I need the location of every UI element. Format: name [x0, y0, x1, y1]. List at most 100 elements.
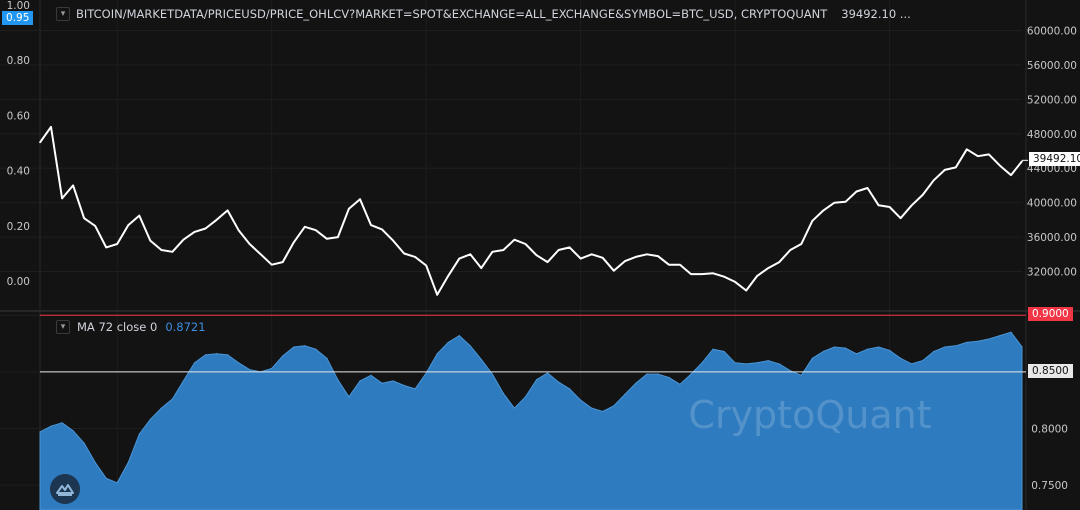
chevron-down-icon[interactable]: ▾: [56, 320, 70, 334]
price-data-point: [403, 252, 405, 255]
price-data-point: [50, 126, 52, 128]
price-data-point: [988, 153, 990, 156]
ma-data-point: [348, 396, 350, 398]
ma-data-point: [249, 369, 251, 371]
price-data-point: [745, 289, 747, 292]
ma-data-point: [767, 359, 769, 362]
ma-data-point: [392, 380, 394, 382]
ma-data-point: [668, 376, 670, 379]
price-data-point: [292, 241, 295, 244]
ma-data-point: [866, 348, 869, 350]
ma-data-point: [591, 407, 593, 409]
ma-data-point: [712, 348, 714, 350]
price-data-point: [39, 141, 41, 144]
right-axis-tick-label: 52000.00: [1027, 94, 1077, 106]
ma-data-point: [193, 362, 196, 364]
ma-data-point: [204, 354, 207, 356]
price-data-point: [910, 204, 913, 207]
price-data-point: [513, 238, 516, 241]
ma-data-point: [83, 442, 85, 444]
ma-data-point: [480, 358, 482, 361]
symbol-path: BITCOIN/MARKETDATA/PRICEUSD/PRICE_OHLCV?…: [76, 7, 828, 21]
price-data-point: [436, 294, 439, 296]
price-data-point: [105, 246, 108, 249]
ma-data-point: [535, 379, 538, 381]
price-data-point: [392, 239, 394, 242]
price-data-point: [855, 190, 858, 193]
price-data-point: [767, 267, 770, 269]
ma-data-point: [569, 388, 571, 390]
price-data-point: [800, 243, 803, 245]
ma-data-point: [999, 335, 1001, 337]
price-data-point: [899, 217, 902, 219]
last-price-label: 39492.10: [1029, 152, 1080, 167]
ma-data-point: [94, 461, 96, 464]
bottom-axis-tick-label: 0.7500: [1031, 480, 1068, 492]
ma-data-point: [149, 418, 151, 421]
ma-data-point: [524, 396, 527, 398]
ma-data-point: [822, 350, 824, 353]
ma-data-point: [855, 353, 858, 355]
price-data-point: [635, 256, 637, 258]
price-data-point: [954, 166, 957, 169]
price-data-point: [535, 254, 538, 256]
right-axis-tick-label: 32000.00: [1027, 267, 1077, 279]
price-data-point: [425, 264, 427, 267]
price-data-point: [690, 273, 692, 275]
price-data-point: [171, 250, 174, 253]
ma-data-point: [657, 373, 659, 375]
ma-data-point: [315, 348, 317, 350]
price-data-point: [966, 148, 968, 151]
left-axis-tick-label: 0.80: [7, 55, 30, 67]
price-data-point: [524, 243, 527, 245]
price-data-point: [568, 246, 571, 249]
price-data-point: [932, 179, 935, 182]
price-data-point: [668, 263, 670, 266]
price-data-point: [502, 249, 505, 251]
price-data-point: [888, 206, 891, 208]
ma-data-point: [546, 372, 549, 374]
chevron-down-icon[interactable]: ▾: [56, 7, 70, 21]
watermark: CryptoQuant: [688, 393, 931, 437]
btc-price-line[interactable]: [39, 125, 1023, 296]
price-data-point: [601, 256, 604, 259]
ma-data-point: [933, 350, 935, 353]
price-data-point: [270, 263, 273, 266]
price-data-point: [204, 227, 207, 230]
ma-data-point: [414, 388, 416, 390]
price-data-point: [623, 260, 626, 263]
price-data-point: [1021, 160, 1023, 163]
right-axis-tick-label: 48000.00: [1027, 129, 1077, 141]
right-axis-tick-label: 60000.00: [1027, 25, 1077, 37]
ma-data-point: [502, 392, 505, 394]
ma-data-point: [745, 363, 747, 365]
price-data-point: [866, 187, 869, 189]
ma-data-point: [977, 340, 979, 342]
price-data-point: [844, 201, 847, 203]
ma-data-point: [469, 345, 471, 347]
ma-data-point: [326, 357, 328, 359]
ma-data-point: [844, 347, 847, 349]
price-data-point: [72, 184, 74, 187]
cryptoquant-logo-icon[interactable]: [50, 474, 80, 504]
ma-data-point: [966, 341, 968, 344]
header-ellipsis[interactable]: ...: [899, 7, 911, 21]
right-axis-tick-label: 56000.00: [1027, 60, 1077, 72]
left-axis-tick-label: 1.00: [7, 0, 30, 12]
ma-data-point: [944, 346, 946, 348]
ma-data-point: [370, 374, 372, 376]
header-last-price: 39492.10: [841, 7, 897, 21]
left-axis-tick-label: 0.00: [7, 276, 30, 288]
price-data-point: [734, 281, 736, 283]
price-data-point: [822, 209, 825, 212]
indicator-value: 0.8721: [165, 320, 206, 334]
ma-data-point: [116, 482, 118, 484]
price-data-point: [546, 261, 549, 263]
price-data-point: [469, 253, 472, 256]
price-data-point: [94, 225, 96, 227]
ma-data-point: [922, 359, 924, 362]
price-data-point: [182, 238, 185, 241]
price-data-point: [61, 197, 63, 200]
ma-data-point: [215, 353, 218, 355]
